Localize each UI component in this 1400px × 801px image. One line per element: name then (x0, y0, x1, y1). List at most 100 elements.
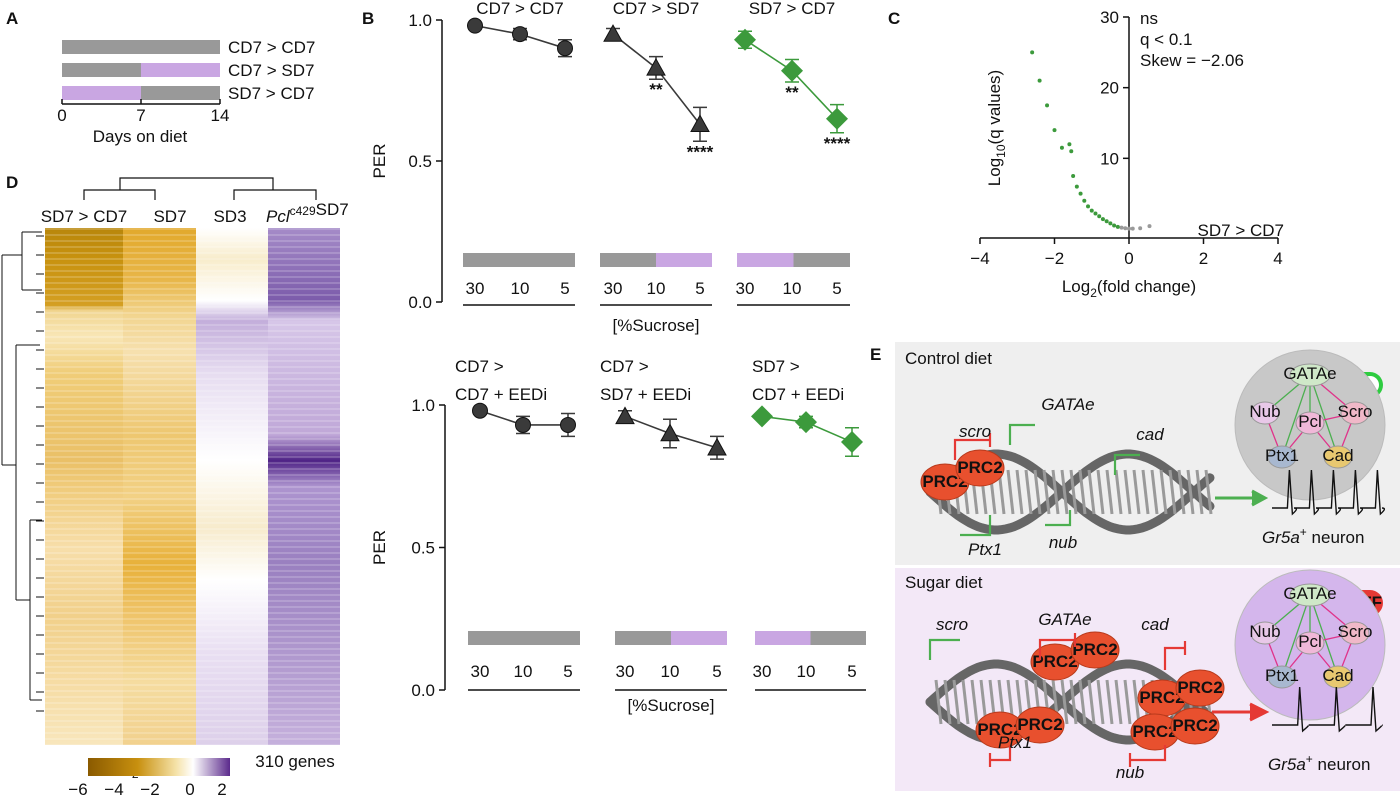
dna-rung (1132, 679, 1141, 725)
dna-rung (961, 679, 970, 725)
scatter-point (1037, 78, 1042, 83)
prc2-label: PRC2 (1132, 722, 1177, 741)
y-tick-label: 10 (1100, 149, 1119, 168)
scatter-point (1147, 224, 1152, 229)
colorbar-tick-label: −4 (104, 780, 123, 799)
data-point (515, 416, 531, 433)
neuron-label-part: + (1306, 752, 1313, 766)
colorbar (88, 758, 230, 776)
diet-bar (600, 253, 656, 267)
scatter-point (1127, 226, 1131, 231)
x-axis-label: [%Sucrose] (613, 316, 700, 335)
dna-rung (1105, 679, 1114, 725)
data-point (781, 59, 803, 82)
x-tick-label: 4 (1273, 249, 1282, 268)
gene-label: Ptx1 (968, 540, 1002, 559)
network-node (1250, 621, 1280, 645)
gene-label: GATAe (1041, 395, 1094, 414)
y-tick-label: 0.5 (411, 539, 435, 558)
diet-bar (755, 631, 811, 645)
network-node (1340, 401, 1370, 425)
section-title: Sugar diet (905, 573, 983, 592)
x-tick-label: −4 (970, 249, 989, 268)
prc2-label: PRC2 (977, 720, 1022, 739)
scatter-point (1071, 174, 1076, 178)
dna-rung (1087, 469, 1096, 515)
scatter-point (1078, 191, 1083, 196)
y-axis-label: PER (370, 530, 389, 565)
data-point (734, 28, 756, 51)
dna-rung (1006, 469, 1015, 515)
scatter-point (1030, 50, 1035, 55)
dna-rung (1177, 469, 1186, 515)
chart-title: CD7 > CD7 (476, 0, 563, 18)
output-arrow (1215, 489, 1269, 507)
x-axis-label: [%Sucrose] (628, 696, 715, 715)
schedule-tick-label: 0 (57, 106, 66, 125)
schedule-label: CD7 > CD7 (228, 38, 315, 57)
x-tick-label: 5 (847, 662, 856, 681)
dna-strand (925, 659, 1215, 745)
dna-rung (1024, 469, 1033, 515)
dna-rung (1123, 679, 1132, 725)
network-node (1289, 583, 1331, 607)
prc2-complex (1170, 707, 1220, 745)
dna-rung (1150, 469, 1159, 515)
schedule-label: CD7 > SD7 (228, 61, 314, 80)
dna-rung (952, 679, 961, 725)
y-tick-label: 30 (1100, 8, 1119, 27)
neuron-label-part: neuron (1307, 528, 1365, 547)
dna-rung (1186, 469, 1195, 515)
dna-rung (943, 679, 952, 725)
network-edge (1281, 374, 1311, 458)
legend-entry: ns (1140, 9, 1158, 28)
network-node-label: Pcl (1298, 632, 1322, 651)
data-point (826, 107, 848, 130)
prc2-complex (1070, 631, 1120, 669)
network-node-label: Pcl (1298, 412, 1322, 431)
scatter-point (1108, 221, 1113, 226)
scatter-point (1115, 224, 1120, 229)
neuron-label-part: neuron (1313, 755, 1371, 774)
data-point (512, 26, 528, 43)
dna-rung (1078, 469, 1087, 515)
network-node-label: Scro (1338, 622, 1373, 641)
diet-bar (524, 631, 580, 645)
gene-label: scro (959, 422, 991, 441)
legend-entry: q < 0.1 (1140, 30, 1192, 49)
data-point (707, 437, 727, 456)
diet-bar (519, 253, 575, 267)
data-point (467, 17, 483, 34)
prc2-label: PRC2 (1017, 715, 1062, 734)
dna-rung (1033, 469, 1042, 515)
prc2-label: PRC2 (1032, 652, 1077, 671)
scatter-point (1130, 226, 1135, 231)
gene-arrow (928, 638, 960, 660)
scatter-point (1112, 223, 1117, 228)
network-node (1323, 445, 1353, 469)
chart-title: CD7 > SD7 (613, 0, 699, 18)
network-node-label: Nub (1249, 402, 1280, 421)
dna-strand (925, 449, 1215, 535)
x-tick-label: 5 (560, 279, 569, 298)
dna-rung (1087, 679, 1096, 725)
data-point (690, 114, 710, 133)
diet-segment (62, 63, 141, 77)
diet-segment (141, 63, 220, 77)
y-axis-label-part: 10 (994, 144, 1008, 158)
x-tick-label: 30 (616, 662, 635, 681)
significance-label: **** (824, 134, 851, 153)
repression (988, 633, 1187, 767)
chart-title: SD7 > (752, 357, 800, 376)
contrast-label: SD7 > CD7 (1198, 221, 1284, 240)
section-title: Control diet (905, 349, 992, 368)
panel-label: E (870, 345, 881, 364)
output-arrow (1212, 702, 1270, 722)
network-edge (1309, 594, 1339, 678)
network-node-label: Cad (1322, 666, 1353, 685)
gene-label: scro (936, 615, 968, 634)
gene-label: GATAe (1038, 610, 1091, 629)
gene-label: nub (1116, 763, 1144, 782)
scatter-point (1059, 145, 1064, 150)
gene-label: cad (1136, 425, 1164, 444)
